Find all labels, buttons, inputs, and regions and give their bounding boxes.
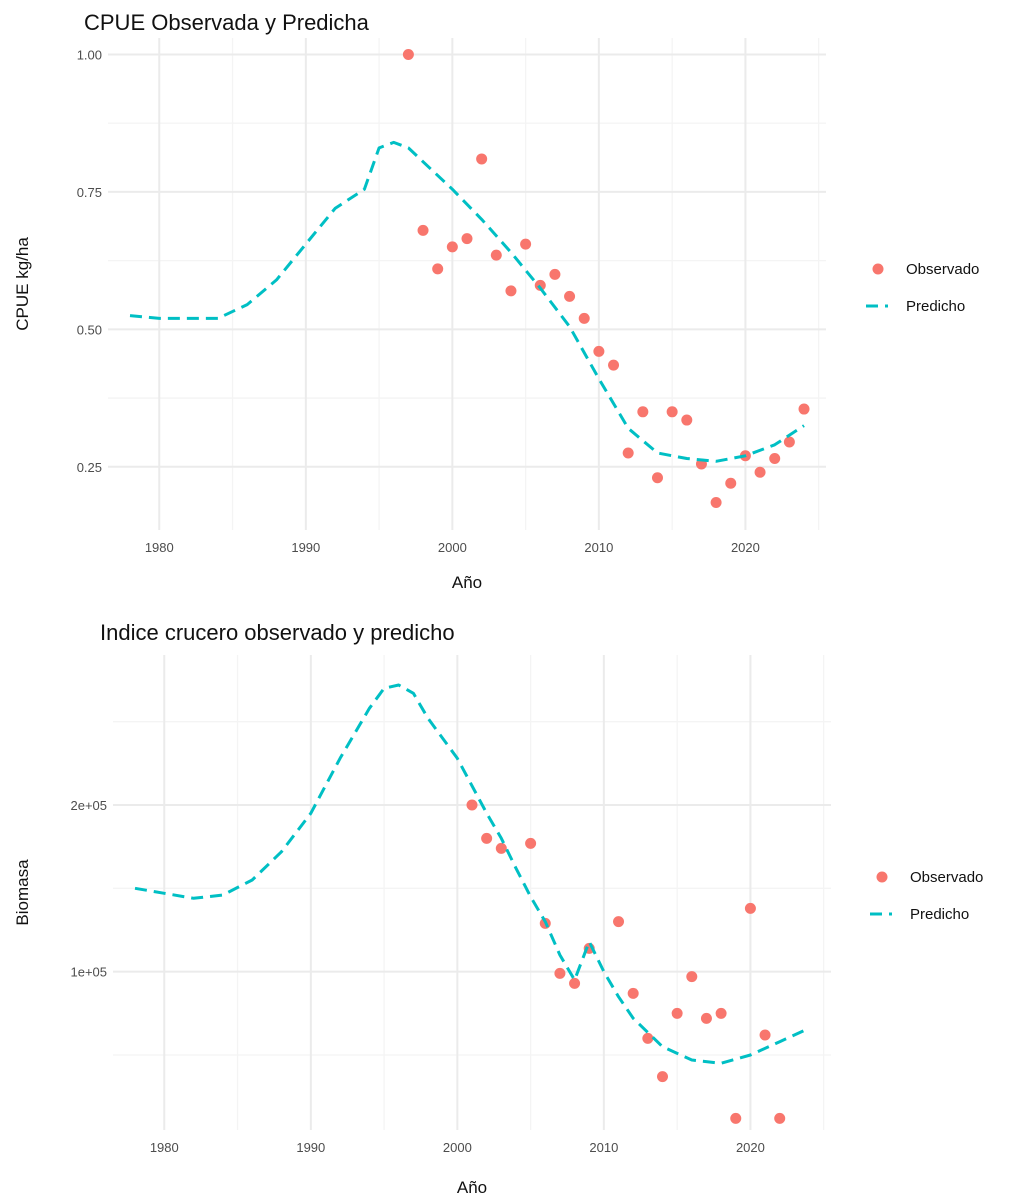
- y-tick-label: 1.00: [77, 47, 102, 62]
- x-axis-title: Año: [457, 1178, 487, 1197]
- observed-point: [656, 1071, 668, 1083]
- observed-point: [417, 224, 429, 236]
- y-tick-label: 0.75: [77, 185, 102, 200]
- observed-point: [554, 967, 566, 979]
- legend-key-observed: [872, 263, 884, 275]
- legend-label: Predicho: [906, 298, 965, 315]
- x-tick-label: 2010: [589, 1140, 618, 1155]
- legend-label: Observado: [906, 261, 979, 278]
- x-axis-title: Año: [452, 573, 482, 592]
- chart-panel-2: 1980 1990 2000 2010 2020 1e+05 2e+05 Indice cru…: [13, 620, 983, 1197]
- observed-point: [461, 233, 473, 245]
- observed-point: [627, 987, 639, 999]
- observed-point: [700, 1012, 712, 1024]
- observed-point: [481, 832, 493, 844]
- observed-point: [715, 1007, 727, 1019]
- observed-point: [622, 447, 634, 459]
- observed-point: [495, 842, 507, 854]
- observed-point: [725, 477, 737, 489]
- observed-point: [549, 268, 561, 280]
- observed-point: [686, 971, 698, 983]
- observed-point: [710, 497, 722, 509]
- y-axis-title: Biomasa: [13, 859, 32, 926]
- observed-point: [744, 902, 756, 914]
- observed-point: [466, 799, 478, 811]
- legend-key-observed: [876, 871, 888, 883]
- observed-point: [534, 279, 546, 291]
- x-tick-label: 1990: [291, 540, 320, 555]
- observed-point: [642, 1032, 654, 1044]
- x-tick-label: 2000: [438, 540, 467, 555]
- legend-label: Observado: [910, 869, 983, 886]
- legend: Observado Predicho: [870, 869, 983, 923]
- observed-point: [520, 238, 532, 250]
- x-tick-label: 1980: [145, 540, 174, 555]
- observed-point: [432, 263, 444, 275]
- observed-point: [671, 1007, 683, 1019]
- predicted-line: [134, 683, 810, 1065]
- observed-point: [666, 406, 678, 418]
- x-tick-label: 1980: [150, 1140, 179, 1155]
- observed-point: [613, 916, 625, 928]
- x-tick-label: 2010: [584, 540, 613, 555]
- observed-point: [490, 249, 502, 261]
- observed-point: [578, 312, 590, 324]
- observed-point: [593, 345, 605, 357]
- legend: Observado Predicho: [866, 261, 979, 315]
- chart-title: Indice crucero observado y predicho: [100, 620, 455, 645]
- observed-point: [505, 285, 517, 297]
- observed-point: [525, 837, 537, 849]
- observed-point: [681, 414, 693, 426]
- x-tick-label: 1990: [296, 1140, 325, 1155]
- observed-point: [759, 1029, 771, 1041]
- observed-point: [476, 153, 488, 165]
- legend-label: Predicho: [910, 906, 969, 923]
- x-tick-label: 2000: [443, 1140, 472, 1155]
- observed-point: [608, 359, 620, 371]
- observed-point: [774, 1112, 786, 1124]
- observed-point: [569, 977, 581, 989]
- predicted-line: [129, 140, 805, 463]
- observed-point: [637, 406, 649, 418]
- observed-point: [730, 1112, 742, 1124]
- chart-panel-1: 1980 1990 2000 2010 2020 0.25 0.50 0.75 1.00 CPUE…: [13, 10, 979, 592]
- observed-point: [446, 241, 458, 253]
- observed-point: [402, 48, 414, 60]
- observed-point: [769, 453, 781, 465]
- y-tick-label: 2e+05: [70, 798, 107, 813]
- chart-title: CPUE Observada y Predicha: [84, 10, 370, 35]
- observed-point: [651, 472, 663, 484]
- x-tick-label: 2020: [731, 540, 760, 555]
- y-tick-label: 0.50: [77, 322, 102, 337]
- observed-point: [754, 466, 766, 478]
- y-tick-label: 0.25: [77, 460, 102, 475]
- x-tick-label: 2020: [736, 1140, 765, 1155]
- y-axis-title: CPUE kg/ha: [13, 237, 32, 331]
- observed-point: [783, 436, 795, 448]
- y-tick-label: 1e+05: [70, 965, 107, 980]
- observed-point: [798, 403, 810, 415]
- observed-point: [564, 290, 576, 302]
